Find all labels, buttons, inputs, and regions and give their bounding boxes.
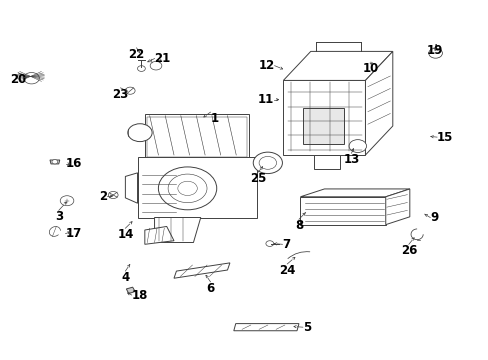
Text: 18: 18 [131, 288, 148, 302]
Text: 24: 24 [279, 264, 295, 277]
Text: 21: 21 [154, 52, 170, 65]
Circle shape [24, 72, 39, 84]
Circle shape [150, 62, 162, 70]
Polygon shape [302, 108, 343, 144]
Circle shape [168, 174, 206, 203]
Circle shape [253, 152, 282, 174]
Circle shape [60, 196, 74, 206]
Text: 25: 25 [249, 172, 266, 185]
Text: 15: 15 [436, 131, 452, 144]
Circle shape [348, 140, 366, 153]
Polygon shape [144, 226, 174, 244]
Polygon shape [283, 51, 392, 80]
Text: 8: 8 [294, 219, 303, 232]
Circle shape [265, 241, 273, 247]
Circle shape [125, 87, 135, 94]
Text: 2: 2 [99, 190, 107, 203]
Text: 22: 22 [128, 48, 144, 61]
Polygon shape [300, 197, 385, 225]
Circle shape [137, 66, 145, 71]
Circle shape [52, 159, 58, 164]
Polygon shape [174, 263, 229, 278]
Polygon shape [283, 80, 365, 155]
Circle shape [178, 181, 197, 195]
Circle shape [158, 167, 216, 210]
Text: 16: 16 [65, 157, 82, 170]
Polygon shape [365, 51, 392, 155]
Polygon shape [385, 189, 409, 225]
Polygon shape [233, 324, 298, 331]
Text: 1: 1 [210, 112, 218, 125]
Polygon shape [125, 173, 137, 203]
Text: 14: 14 [117, 228, 133, 241]
Polygon shape [126, 287, 135, 294]
Text: 7: 7 [282, 238, 290, 251]
Polygon shape [137, 157, 256, 217]
Bar [147, 117, 246, 157]
Text: 4: 4 [121, 271, 129, 284]
Text: 20: 20 [10, 73, 26, 86]
Circle shape [259, 157, 276, 169]
Circle shape [108, 192, 118, 199]
Text: 26: 26 [400, 244, 416, 257]
Text: 19: 19 [426, 44, 443, 57]
Text: 17: 17 [65, 227, 81, 240]
Polygon shape [50, 160, 60, 164]
Bar [144, 114, 249, 158]
Text: 6: 6 [206, 282, 214, 295]
Text: 10: 10 [362, 62, 378, 75]
Text: 5: 5 [302, 321, 310, 334]
Text: 12: 12 [258, 59, 274, 72]
Polygon shape [313, 155, 340, 169]
Text: 11: 11 [257, 93, 273, 106]
Text: 23: 23 [112, 88, 128, 101]
Polygon shape [300, 189, 409, 197]
Text: 13: 13 [343, 153, 359, 166]
Circle shape [428, 48, 442, 58]
Text: 9: 9 [429, 211, 438, 224]
Circle shape [127, 124, 152, 141]
Text: 3: 3 [55, 210, 62, 223]
Polygon shape [154, 217, 201, 243]
